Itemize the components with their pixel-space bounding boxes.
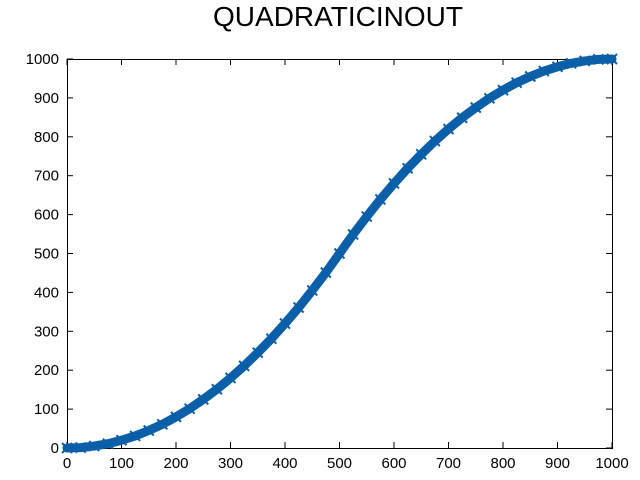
data-point: [429, 135, 441, 147]
y-tick-label: 300: [34, 323, 59, 340]
chart-title: QUADRATICINOUT: [213, 1, 463, 32]
data-point: [333, 247, 346, 260]
data-point: [252, 346, 264, 359]
data-point: [401, 162, 414, 175]
y-tick-label: 500: [34, 246, 59, 263]
y-tick-label: 600: [34, 207, 59, 224]
data-point: [415, 148, 427, 161]
x-tick-label: 100: [109, 455, 134, 472]
data-point: [88, 440, 100, 452]
data-point: [347, 228, 359, 241]
x-tick-label: 0: [63, 455, 71, 472]
data-point: [115, 434, 128, 446]
data-point: [361, 210, 373, 223]
data-point: [565, 57, 577, 69]
y-tick-label: 1000: [26, 51, 59, 68]
data-point: [320, 266, 332, 279]
data-point: [470, 101, 482, 114]
data-point: [170, 411, 182, 423]
y-tick-label: 200: [34, 362, 59, 379]
data-point: [579, 55, 591, 67]
y-axis-ticks: 0 100 200 300 400 500 600 700 800 900 1000: [26, 51, 612, 457]
x-tick-label: 300: [218, 455, 243, 472]
data-point: [61, 442, 73, 454]
x-tick-label: 700: [436, 455, 461, 472]
data-point: [279, 317, 291, 330]
x-tick-label: 1000: [595, 455, 628, 472]
data-point: [238, 360, 250, 372]
y-tick-label: 800: [34, 129, 59, 146]
data-point: [265, 332, 278, 345]
x-tick-label: 600: [381, 455, 406, 472]
data-point: [510, 77, 523, 89]
data-point: [211, 383, 223, 395]
y-tick-label: 100: [34, 401, 59, 418]
x-tick-label: 900: [545, 455, 570, 472]
data-point: [524, 70, 536, 83]
data-point: [143, 424, 155, 437]
y-tick-label: 400: [34, 284, 59, 301]
data-point: [592, 53, 605, 66]
x-axis-ticks: 0 100 200 300 400 500 600 700 800 900 1000: [63, 59, 629, 472]
data-point: [374, 193, 387, 206]
data-point: [292, 301, 305, 314]
data-point: [442, 123, 455, 135]
data-point: [224, 372, 237, 384]
data-point: [606, 53, 618, 65]
data-point: [456, 112, 468, 124]
data-point: [129, 430, 141, 442]
x-tick-label: 500: [327, 455, 352, 472]
y-tick-label: 700: [34, 168, 59, 185]
y-tick-label: 0: [51, 440, 59, 457]
data-point: [551, 61, 564, 73]
data-point: [388, 177, 400, 190]
data-point: [197, 393, 209, 406]
x-tick-label: 200: [163, 455, 188, 472]
x-tick-label: 800: [490, 455, 515, 472]
data-series: [61, 53, 618, 454]
data-point: [183, 403, 196, 415]
y-tick-label: 900: [34, 90, 59, 107]
data-point: [538, 65, 550, 77]
data-point: [497, 84, 509, 96]
data-point: [306, 284, 318, 297]
data-point: [102, 438, 114, 450]
data-point: [74, 441, 87, 454]
data-point: [483, 92, 496, 104]
x-tick-label: 400: [272, 455, 297, 472]
data-point: [156, 418, 169, 430]
